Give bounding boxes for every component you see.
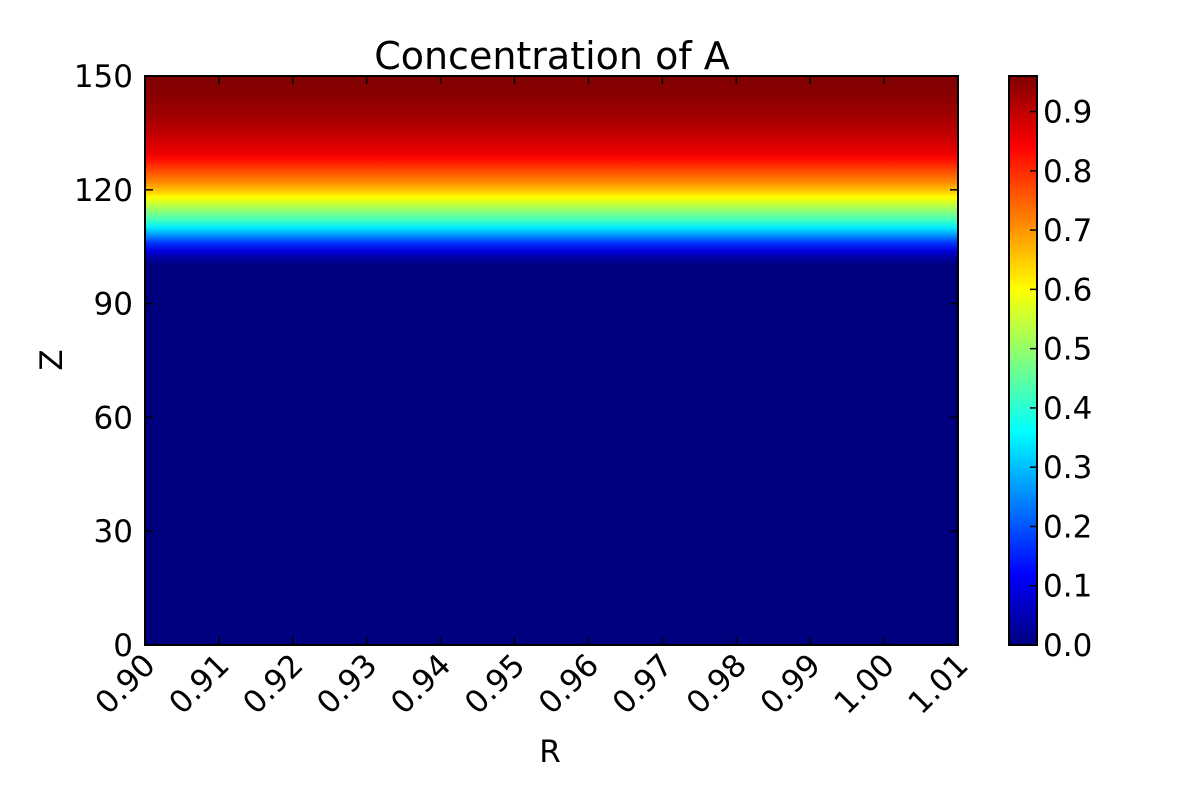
x-tick-label: 1.00	[827, 647, 901, 721]
colorbar-tick-label: 0.8	[1043, 154, 1092, 190]
y-tick-label: 60	[94, 400, 133, 436]
colorbar-tick-label: 0.2	[1043, 509, 1092, 545]
colorbar-tick-label: 0.1	[1043, 569, 1092, 605]
colorbar-frame	[1008, 75, 1038, 646]
y-tick-label: 150	[74, 59, 133, 95]
x-tick-label: 0.95	[458, 647, 532, 721]
y-axis: 0 30 60 90 120 150	[74, 59, 958, 664]
x-tick-label: 0.92	[236, 647, 310, 721]
x-tick-label: 0.99	[754, 647, 828, 721]
x-tick-label: 0.91	[162, 647, 236, 721]
x-axis-title: R	[539, 734, 561, 770]
y-tick-label: 0	[113, 628, 133, 664]
y-tick-label: 120	[74, 173, 133, 209]
colorbar-tick-label: 0.6	[1043, 272, 1092, 308]
colorbar-tick-label: 0.9	[1043, 95, 1092, 131]
chart-title: Concentration of A	[374, 34, 730, 78]
colorbar	[1009, 76, 1037, 645]
x-tick-label: 0.93	[310, 647, 384, 721]
colorbar-tick-label: 0.0	[1043, 628, 1092, 664]
colorbar-tick-label: 0.3	[1043, 450, 1092, 486]
x-tick-label: 0.94	[384, 647, 458, 721]
colorbar-axis: 0.0 0.1 0.2 0.3 0.4 0.5 0.6 0.7 0.8 0.9	[1030, 95, 1092, 664]
y-axis-title: Z	[34, 349, 70, 370]
heatmap-field	[145, 76, 958, 645]
colorbar-tick-label: 0.4	[1043, 391, 1092, 427]
x-tick-label: 0.96	[532, 647, 606, 721]
y-tick-label: 30	[94, 514, 133, 550]
colorbar-tick-label: 0.7	[1043, 213, 1092, 249]
colorbar-tick-label: 0.5	[1043, 332, 1092, 368]
x-tick-label: 0.97	[606, 647, 680, 721]
plot-frame	[144, 75, 959, 646]
x-tick-label: 1.01	[901, 647, 975, 721]
y-tick-label: 90	[94, 287, 133, 323]
x-tick-label: 0.98	[680, 647, 754, 721]
